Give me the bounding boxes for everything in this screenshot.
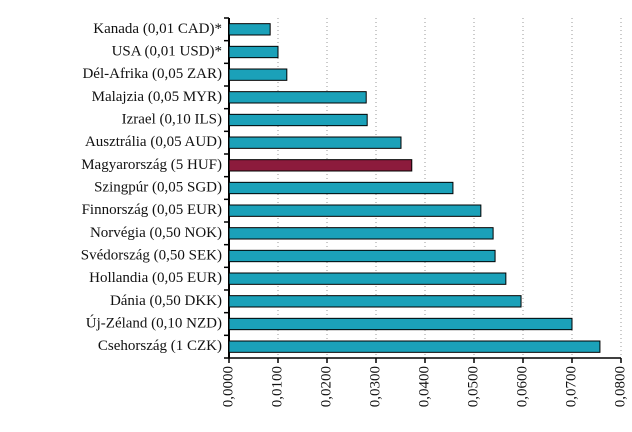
- x-tick-label: 0,0600: [514, 366, 530, 407]
- bar: [228, 159, 413, 172]
- bar: [228, 181, 454, 195]
- y-tick-label: Csehország (1 CZK): [98, 338, 222, 354]
- y-tick-label: Dél-Afrika (0,05 ZAR): [82, 66, 222, 82]
- y-tick-label: Új-Zéland (0,10 NZD): [86, 314, 222, 331]
- bar: [228, 204, 482, 217]
- bar: [228, 340, 601, 353]
- x-tick-label: 0,0300: [367, 366, 383, 407]
- y-tick-label: Magyarország (5 HUF): [81, 157, 222, 173]
- bar: [228, 295, 522, 308]
- y-tick-label: Ausztrália (0,05 AUD): [85, 134, 222, 150]
- bar: [228, 317, 573, 331]
- y-tick-label: Norvégia (0,50 NOK): [90, 225, 222, 241]
- x-tick-label: 0,0200: [318, 366, 334, 407]
- x-tick-label: 0,0400: [416, 366, 432, 407]
- x-tick-label: 0,0000: [220, 366, 236, 407]
- x-tick-label: 0,0800: [612, 366, 628, 407]
- y-tick-label: Izrael (0,10 ILS): [122, 111, 222, 127]
- x-tick-label: 0,0700: [563, 366, 579, 407]
- bar: [228, 45, 279, 59]
- y-tick-label: USA (0,01 USD)*: [112, 43, 222, 59]
- y-tick-label: Szingpúr (0,05 SGD): [94, 179, 222, 195]
- y-tick-label: Kanada (0,01 CAD)*: [93, 21, 222, 37]
- bar: [228, 91, 367, 104]
- y-tick-label: Dánia (0,50 DKK): [110, 293, 222, 309]
- bar: [228, 249, 496, 263]
- x-tick-label: 0,0500: [465, 366, 481, 407]
- bar: [228, 68, 288, 81]
- y-tick-label: Finnország (0,05 EUR): [82, 202, 222, 218]
- y-tick-label: Hollandia (0,05 EUR): [89, 270, 222, 286]
- y-tick-label: Svédország (0,50 SEK): [81, 247, 222, 263]
- y-tick-label: Malajzia (0,05 MYR): [92, 89, 222, 105]
- bar: [228, 113, 368, 127]
- bar: [228, 23, 271, 36]
- bar: [228, 227, 494, 240]
- x-tick-label: 0,0100: [269, 366, 285, 407]
- bar: [228, 136, 402, 149]
- bar: [228, 272, 507, 285]
